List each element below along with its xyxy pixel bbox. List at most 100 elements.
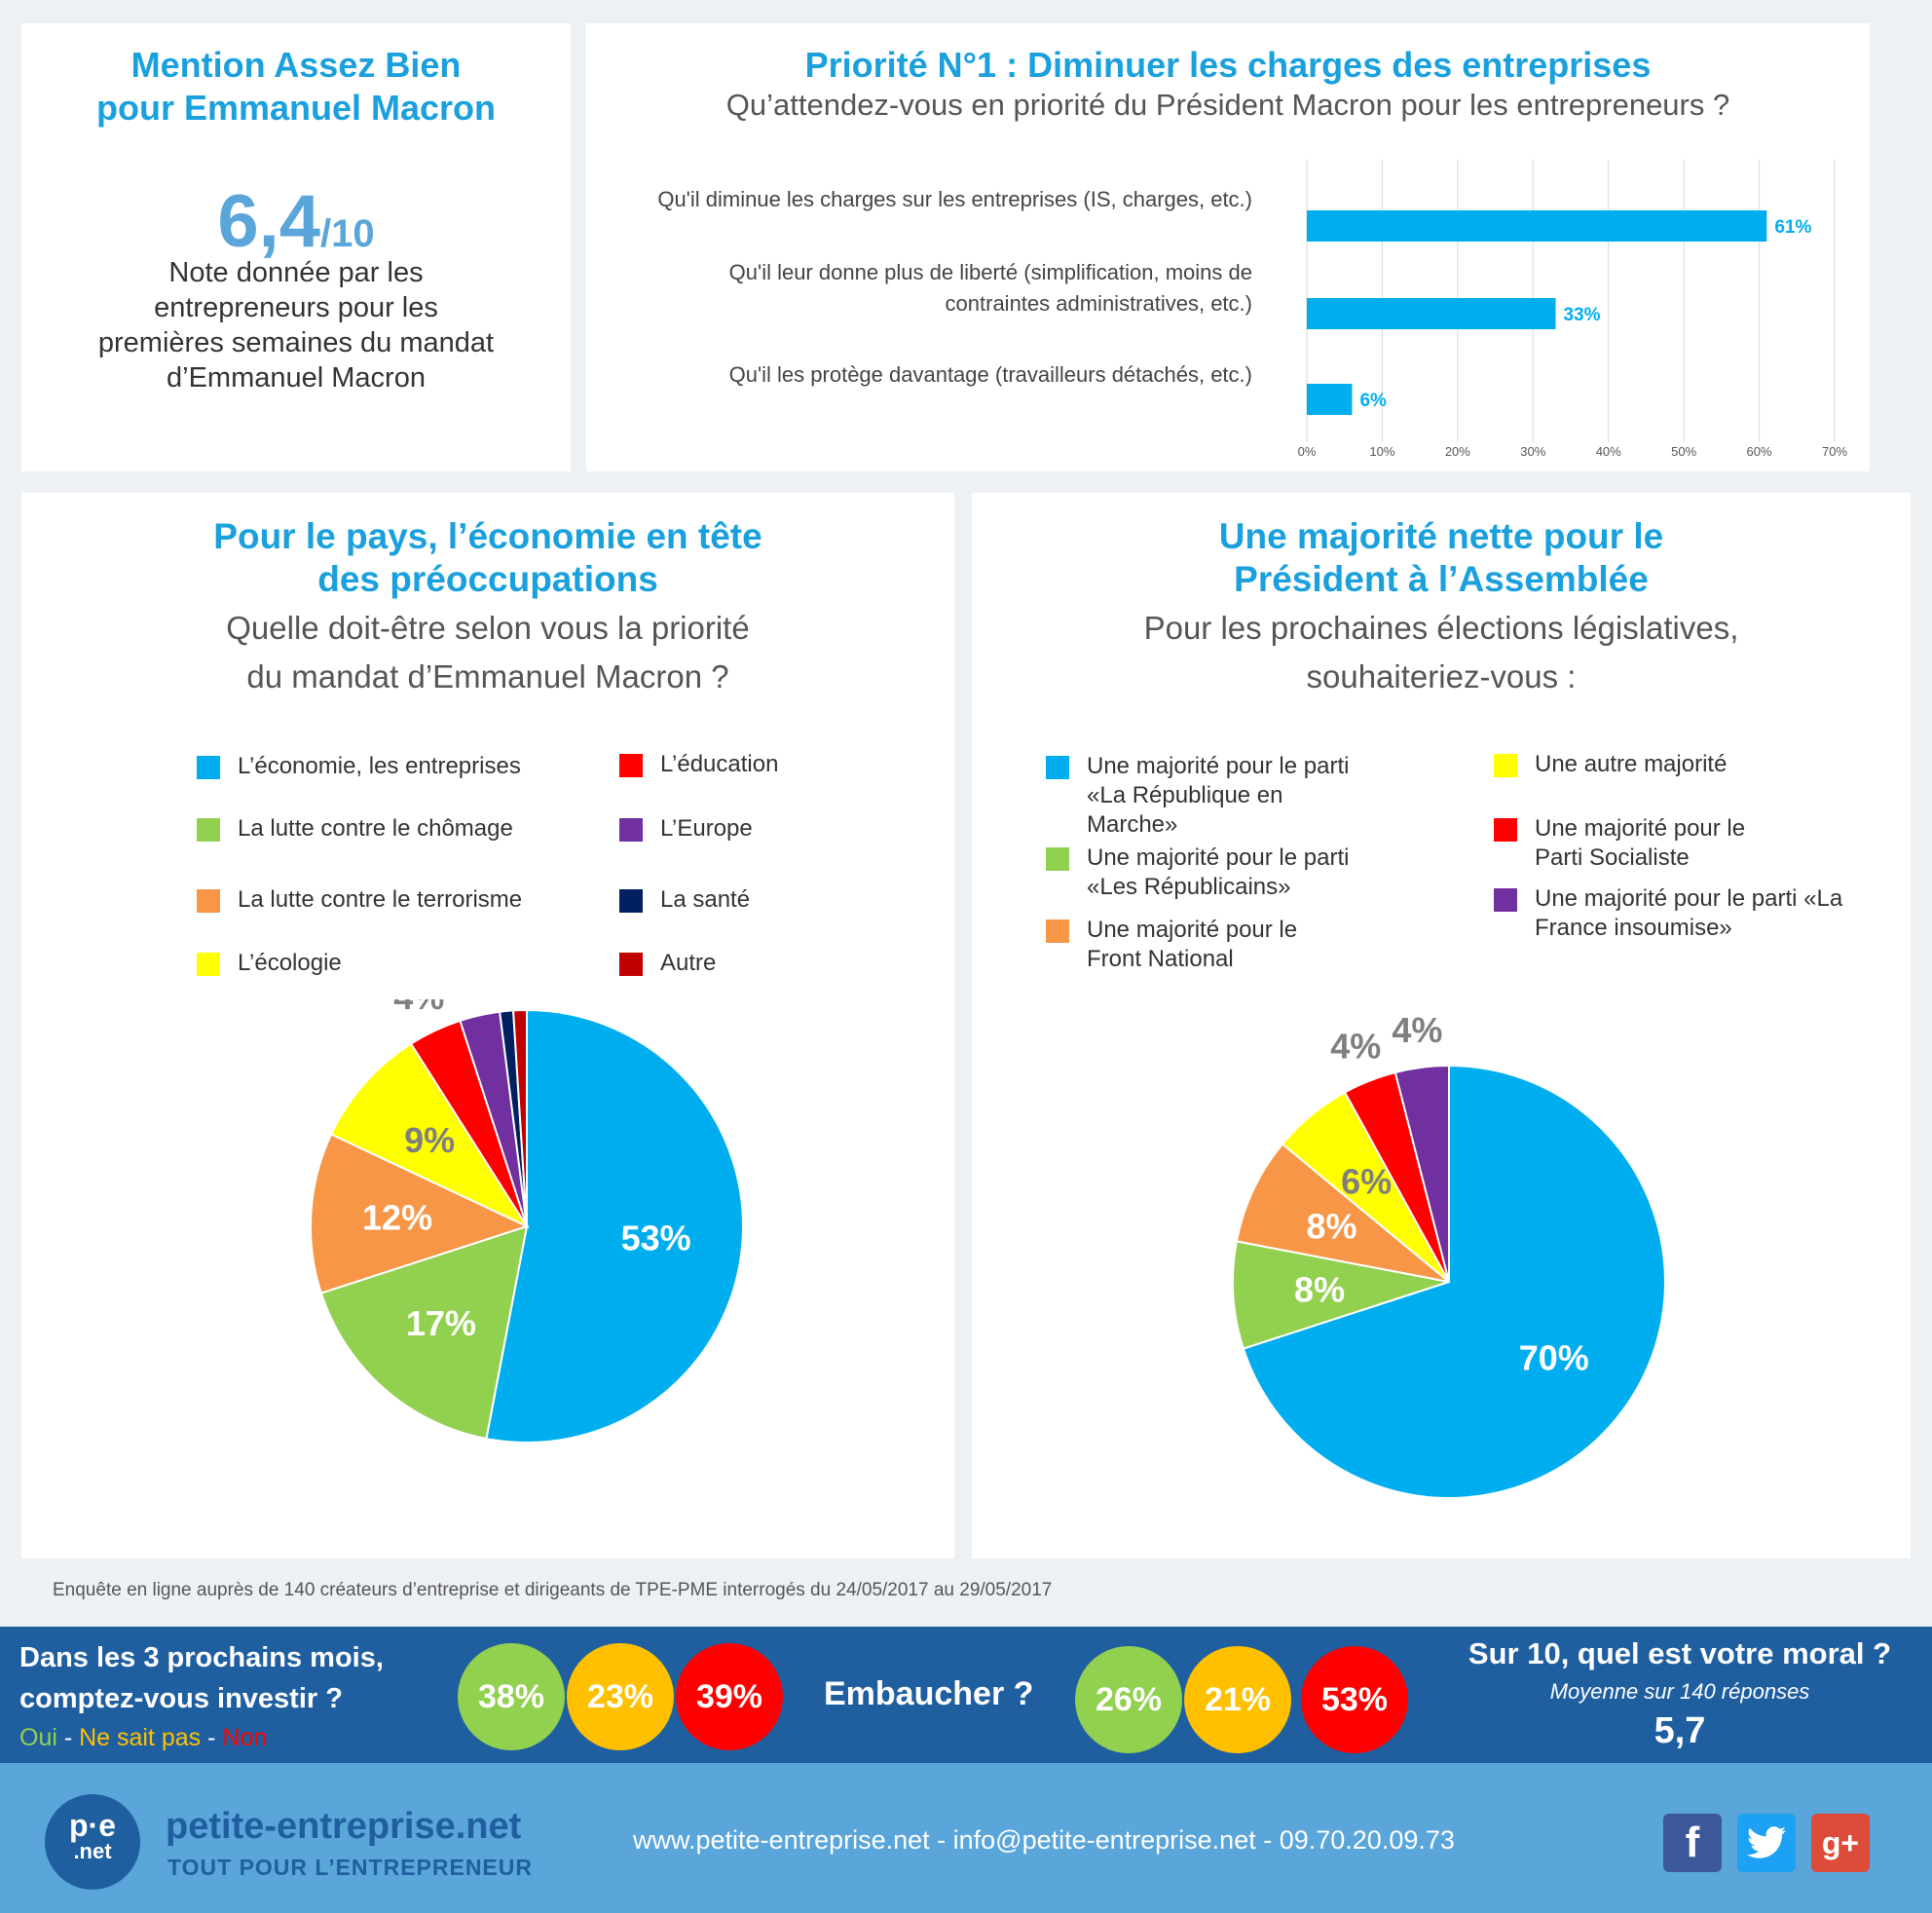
logo-bottom: .net: [73, 1839, 112, 1863]
assembly-pie-chart: 70% 8% 8% 6% 4% 4%: [1232, 1010, 1666, 1499]
legend-swatch: [619, 818, 643, 842]
score-desc-line1: Note donnée par les: [168, 257, 424, 288]
assembly-panel: Une majorité nette pour le Président à l…: [972, 493, 1911, 1558]
score-desc-line2: entrepreneurs pour les: [154, 292, 438, 323]
assembly-pie-value-label: 70%: [1519, 1337, 1589, 1377]
key-nsp: Ne sait pas: [79, 1724, 202, 1751]
assembly-legend-item: Une majorité pour le parti «La France in…: [1494, 884, 1844, 943]
assembly-pie-slice: [1232, 1240, 1450, 1350]
assembly-pie-slice: [1235, 1143, 1450, 1283]
country-legend-item: La santé: [619, 885, 911, 915]
assembly-legend-item: Une majorité pour le Parti Socialiste: [1494, 814, 1766, 873]
assembly-legend-item: Une majorité pour le Front National: [1046, 916, 1338, 974]
assembly-title-line2: Président à l’Assemblée: [1234, 559, 1649, 599]
legend-label: La lutte contre le chômage: [238, 815, 513, 842]
country-title-line1: Pour le pays, l’économie en tête: [213, 516, 762, 556]
score-value-row: 6,4/10: [21, 179, 571, 264]
assembly-pie-value-label: 4%: [1392, 1010, 1442, 1050]
bar-x-tick: 20%: [1445, 444, 1470, 459]
legend-swatch: [1046, 756, 1069, 779]
key-oui: Oui: [19, 1724, 57, 1751]
country-subtitle-line1: Quelle doit-être selon vous la priorité: [226, 610, 750, 646]
country-legend-item: Autre: [619, 949, 911, 978]
hire-non-circle: 53%: [1301, 1646, 1408, 1753]
country-pie-value-label: 12%: [362, 1198, 432, 1238]
country-pie-value-label: 17%: [406, 1303, 476, 1343]
priority-panel: Priorité N°1 : Diminuer les charges des …: [586, 23, 1870, 471]
assembly-legend-item: Une autre majorité: [1494, 750, 1844, 779]
bar-label-2: Qu'il leur donne plus de liberté (simpli…: [571, 257, 1252, 319]
bar-label-3: Qu'il les protège davantage (travailleur…: [571, 362, 1252, 388]
country-legend-item: L’écologie: [197, 949, 528, 978]
bar-label-2-line2: contraintes administratives, etc.): [945, 291, 1252, 316]
country-pie-slice: [319, 1224, 529, 1441]
legend-swatch: [1046, 919, 1069, 943]
hire-oui-circle: 26%: [1075, 1646, 1182, 1753]
brand-name[interactable]: petite-entreprise.net: [166, 1806, 522, 1847]
bar-x-tick: 0%: [1298, 444, 1317, 459]
score-desc-line3: premières semaines du mandat: [97, 327, 495, 358]
legend-swatch: [1494, 818, 1517, 842]
legend-swatch: [197, 818, 220, 842]
twitter-icon[interactable]: [1737, 1814, 1796, 1872]
legend-label: Une autre majorité: [1535, 751, 1728, 777]
assembly-subtitle-line1: Pour les prochaines élections législativ…: [1143, 610, 1739, 646]
legend-label: Une majorité pour le Parti Socialiste: [1535, 815, 1746, 871]
bar-1: [1307, 210, 1767, 242]
bar-value-label: 61%: [1774, 217, 1811, 238]
key-sep-1: -: [56, 1724, 80, 1751]
bar-value-label: 6%: [1359, 391, 1387, 411]
survey-band: Dans les 3 prochains mois, comptez-vous …: [0, 1627, 1932, 1763]
legend-swatch: [197, 756, 220, 779]
country-pie-value-label: 4%: [393, 999, 444, 1017]
country-legend-item: L’Europe: [619, 814, 911, 844]
legend-label: Une majorité pour le parti «La France in…: [1535, 885, 1843, 941]
bar-x-tick: 40%: [1596, 444, 1621, 459]
priority-subtitle: Qu’attendez-vous en priorité du Présiden…: [725, 88, 1730, 122]
facebook-icon[interactable]: f: [1663, 1814, 1722, 1872]
score-desc-line4: d’Emmanuel Macron: [167, 362, 426, 394]
assembly-pie-slice: [1393, 1064, 1450, 1283]
assembly-pie-slice: [1242, 1064, 1666, 1499]
legend-swatch: [1046, 847, 1069, 871]
legend-label: Autre: [660, 950, 717, 976]
assembly-legend-item: Une majorité pour le parti «Les Républic…: [1046, 844, 1377, 902]
invest-oui-circle: 38%: [458, 1643, 565, 1750]
legend-swatch: [619, 754, 643, 777]
score-title-line2: pour Emmanuel Macron: [95, 88, 497, 128]
country-title-line2: des préoccupations: [317, 559, 658, 599]
invest-nsp-circle: 23%: [567, 1643, 674, 1750]
bar-label-2-line1: Qu'il leur donne plus de liberté (simpli…: [728, 260, 1252, 284]
score-title-line1: Mention Assez Bien: [130, 45, 462, 85]
legend-swatch: [197, 889, 220, 913]
country-pie-slice: [329, 1042, 530, 1229]
country-pie-slice: [485, 1008, 744, 1444]
bar-x-tick: 60%: [1747, 444, 1772, 459]
hire-label: Embaucher ?: [824, 1675, 1034, 1712]
country-pie-value-label: 9%: [404, 1120, 455, 1160]
country-legend-item: L’éducation: [619, 750, 911, 779]
invest-question-line1: Dans les 3 prochains mois,: [19, 1642, 384, 1673]
legend-label: Une majorité pour le parti «Les Républic…: [1087, 844, 1350, 900]
country-panel: Pour le pays, l’économie en tête des pré…: [21, 493, 954, 1558]
bar-x-tick: 50%: [1671, 444, 1696, 459]
country-subtitle-line2: du mandat d’Emmanuel Macron ?: [246, 658, 729, 694]
assembly-title-line1: Une majorité nette pour le: [1218, 516, 1664, 556]
bar-label-1-text: Qu'il diminue les charges sur les entrep…: [657, 187, 1252, 211]
google-plus-icon[interactable]: g+: [1811, 1814, 1870, 1872]
assembly-pie-value-label: 8%: [1306, 1206, 1356, 1246]
key-non: Non: [222, 1724, 268, 1751]
answer-key: Oui - Ne sait pas - Non: [19, 1724, 267, 1752]
logo-badge[interactable]: p·e .net: [45, 1794, 140, 1890]
score-denominator: /10: [320, 212, 375, 255]
bar-label-3-text: Qu'il les protège davantage (travailleur…: [728, 362, 1252, 387]
key-sep-2: -: [201, 1724, 223, 1751]
score-value: 6,4: [217, 180, 321, 263]
assembly-legend-item: Une majorité pour le parti «La Républiqu…: [1046, 752, 1377, 840]
bar-3: [1307, 384, 1353, 415]
bar-x-tick: 30%: [1520, 444, 1545, 459]
legend-swatch: [619, 889, 643, 913]
legend-swatch: [1494, 888, 1517, 912]
assembly-pie-value-label: 4%: [1330, 1026, 1381, 1066]
contact-info[interactable]: www.petite-entreprise.net - info@petite-…: [633, 1825, 1455, 1855]
